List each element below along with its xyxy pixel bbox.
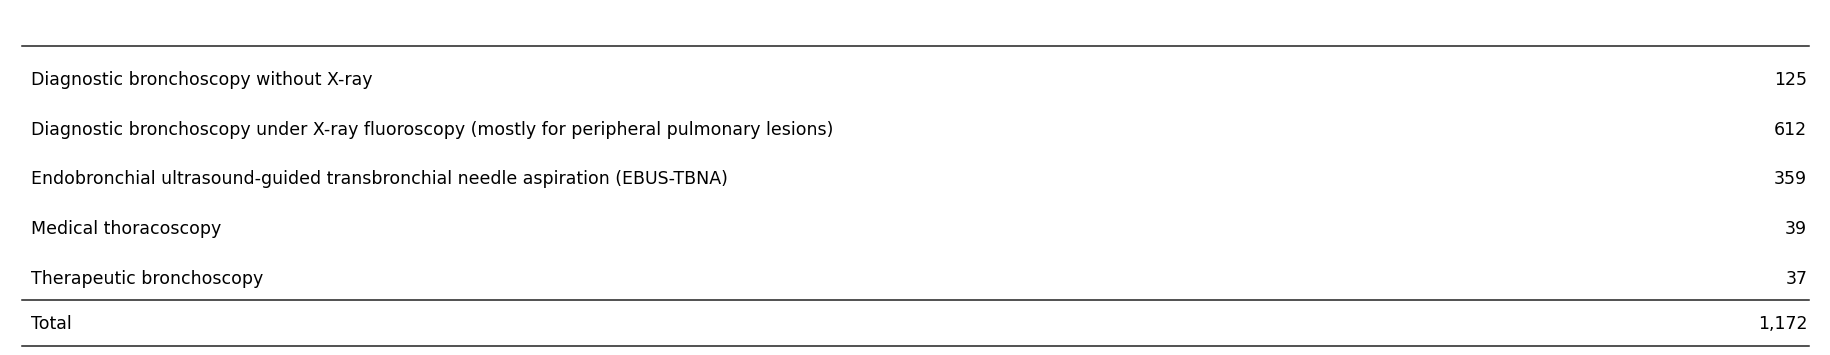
Text: Diagnostic bronchoscopy under X-ray fluoroscopy (mostly for peripheral pulmonary: Diagnostic bronchoscopy under X-ray fluo… [31,121,833,138]
Text: 1,172: 1,172 [1757,315,1806,333]
Text: Total: Total [31,315,71,333]
Text: 37: 37 [1784,270,1806,288]
Text: Medical thoracoscopy: Medical thoracoscopy [31,220,221,238]
Text: 125: 125 [1773,71,1806,89]
Text: Therapeutic bronchoscopy: Therapeutic bronchoscopy [31,270,264,288]
Text: 359: 359 [1773,170,1806,188]
Text: 39: 39 [1784,220,1806,238]
Text: Diagnostic bronchoscopy without X-ray: Diagnostic bronchoscopy without X-ray [31,71,373,89]
Text: Endobronchial ultrasound-guided transbronchial needle aspiration (EBUS-TBNA): Endobronchial ultrasound-guided transbro… [31,170,728,188]
Text: 612: 612 [1773,121,1806,138]
